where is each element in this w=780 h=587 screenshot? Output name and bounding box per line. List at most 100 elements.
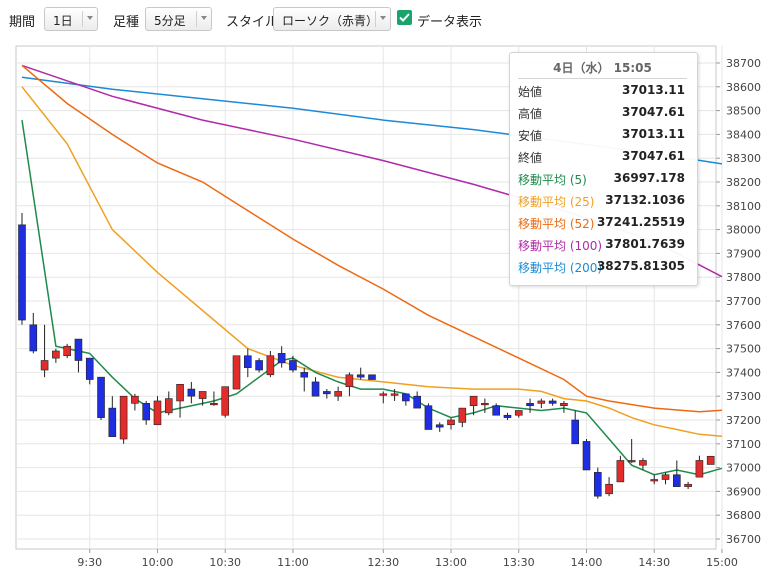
y-tick-label: 37600 [726, 319, 761, 332]
candle-body [255, 360, 263, 371]
data-display-label: データ表示 [417, 15, 483, 30]
candle-body [571, 419, 580, 445]
candle-body [210, 403, 218, 406]
tooltip-row-label: 移動平均 (100) [518, 239, 603, 253]
candle-body [379, 393, 388, 396]
y-tick-label: 37800 [726, 271, 761, 284]
candle-body [390, 393, 399, 396]
candle-body [18, 224, 26, 321]
candle-body [582, 441, 591, 471]
x-tick-label: 13:30 [503, 556, 535, 569]
tooltip-row-value: 37047.61 [621, 105, 685, 119]
x-tick-label: 15:00 [706, 556, 738, 569]
candle-body [684, 483, 692, 487]
y-tick-label: 37000 [726, 462, 761, 475]
candle-body [176, 383, 184, 402]
x-tick-label: 10:30 [209, 556, 241, 569]
candle-body [40, 360, 49, 371]
candle-body [323, 391, 331, 395]
tooltip-row-value: 38275.81305 [596, 259, 685, 273]
candle-body [639, 460, 647, 466]
candle-body [153, 400, 162, 426]
y-tick-label: 38300 [726, 152, 761, 165]
y-tick-label: 36900 [726, 485, 761, 498]
candle-body [266, 355, 275, 376]
tooltip-row-label: 高値 [518, 107, 543, 121]
y-tick-label: 38700 [726, 57, 761, 70]
tooltip-row-label: 移動平均 (52) [518, 217, 595, 231]
candle-body [74, 338, 83, 361]
y-tick-label: 37900 [726, 247, 761, 260]
candle-body [560, 403, 568, 407]
candle-body [345, 374, 354, 387]
toolbar: 期間 1日 足種 5分足 スタイル ローソク（赤青） データ表示 [0, 0, 780, 38]
candle-body [52, 350, 60, 359]
y-tick-label: 36800 [726, 509, 761, 522]
candle-body [548, 400, 557, 404]
x-tick-label: 9:30 [77, 556, 102, 569]
y-tick-label: 37200 [726, 414, 761, 427]
tooltip-row: 移動平均 (52) 37241.25519 [518, 215, 685, 233]
tooltip-row-label: 移動平均 (25) [518, 195, 595, 209]
candle-body [221, 386, 230, 416]
candle-body [29, 324, 38, 352]
candle-body [481, 403, 489, 406]
tooltip-row: 安値 37013.11 [518, 127, 685, 145]
candle-body [142, 403, 150, 421]
chevron-down-icon [201, 16, 207, 20]
candle-body [593, 472, 602, 497]
tooltip-row-label: 安値 [518, 129, 543, 143]
candle-body [661, 474, 670, 480]
candle-body [673, 474, 681, 487]
data-display-checkbox[interactable] [397, 10, 412, 25]
candle-body [695, 460, 704, 478]
style-select-value: ローソク（赤青） [282, 14, 379, 28]
candle-body [706, 455, 715, 465]
period-select[interactable]: 1日 [44, 7, 98, 31]
x-tick-label: 12:30 [367, 556, 399, 569]
tooltip-header: 4日（水） 15:05 [518, 59, 687, 79]
ma-line [21, 86, 723, 437]
candle-body [187, 388, 196, 397]
candle-body [402, 393, 410, 402]
candle-body [198, 391, 207, 399]
candle-body [503, 414, 512, 418]
candle-body [435, 424, 444, 428]
tooltip-row: 移動平均 (5) 36997.178 [518, 171, 685, 189]
candle-body [277, 353, 286, 364]
tooltip-row-value: 37801.7639 [605, 237, 685, 251]
tooltip-row: 始値 37013.11 [518, 83, 685, 101]
candle-body [244, 355, 252, 368]
candle-body [164, 398, 173, 414]
candle-body [97, 376, 105, 418]
y-tick-label: 37700 [726, 295, 761, 308]
chevron-down-icon [380, 16, 386, 20]
style-select[interactable]: ローソク（赤青） [273, 7, 391, 31]
y-tick-label: 38200 [726, 176, 761, 189]
interval-select[interactable]: 5分足 [145, 7, 212, 31]
x-tick-label: 13:00 [435, 556, 467, 569]
tooltip-row-value: 36997.178 [613, 171, 685, 185]
candle-body [537, 400, 546, 404]
candle-body [63, 345, 71, 357]
x-tick-label: 14:30 [638, 556, 670, 569]
candle-body [424, 405, 433, 430]
y-tick-label: 38100 [726, 200, 761, 213]
candle-body [627, 460, 636, 463]
candle-body [356, 374, 365, 378]
chevron-down-icon [87, 16, 93, 20]
tooltip-row-value: 37013.11 [621, 127, 685, 141]
y-tick-label: 38600 [726, 81, 761, 94]
tooltip-row-label: 移動平均 (200) [518, 261, 603, 275]
tooltip-row: 移動平均 (100) 37801.7639 [518, 237, 685, 255]
data-tooltip: 4日（水） 15:05 始値 37013.11 高値 37047.61 安値 37013.… [509, 52, 698, 286]
candle-body [368, 374, 376, 380]
tooltip-row: 移動平均 (25) 37132.1036 [518, 193, 685, 211]
candle-body [119, 395, 128, 440]
interval-select-value: 5分足 [154, 14, 186, 28]
candle-body [108, 407, 117, 437]
candle-body [447, 419, 455, 426]
y-tick-label: 38400 [726, 128, 761, 141]
candle-body [469, 395, 478, 407]
candle-body [85, 357, 94, 380]
